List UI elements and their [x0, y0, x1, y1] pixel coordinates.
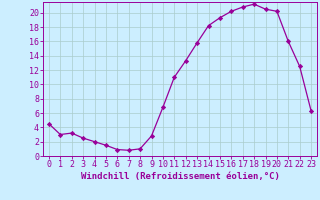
X-axis label: Windchill (Refroidissement éolien,°C): Windchill (Refroidissement éolien,°C) — [81, 172, 279, 181]
